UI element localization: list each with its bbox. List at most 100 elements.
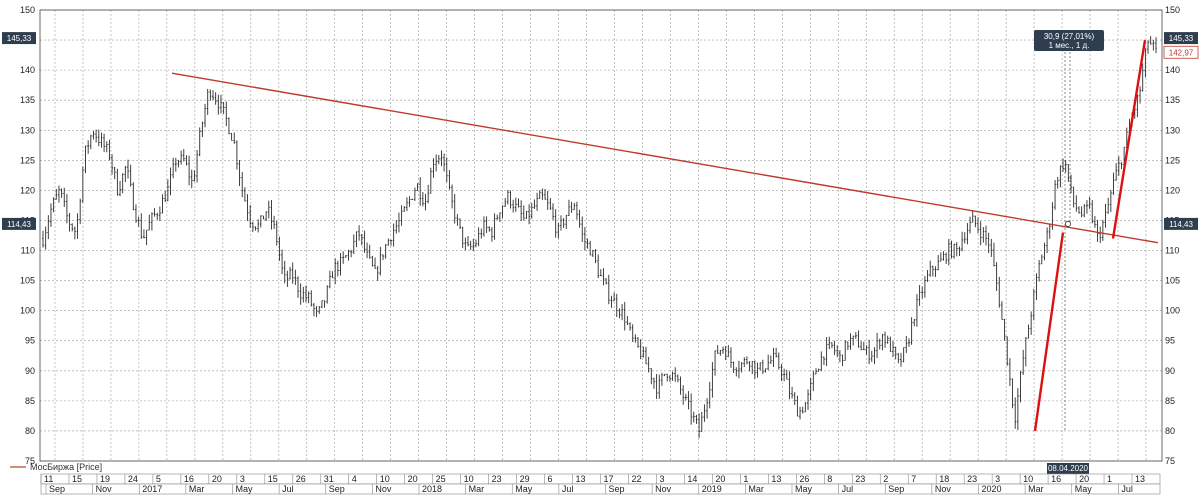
x-month-tick-label: Mar	[469, 484, 485, 494]
x-day-tick-label: 23	[855, 474, 865, 484]
y-tick-label-left: 95	[25, 336, 35, 346]
x-month-tick-label: Nov	[375, 484, 392, 494]
x-month-tick-label: Jul	[842, 484, 854, 494]
x-day-tick-label: 10	[464, 474, 474, 484]
x-month-tick-label: May	[795, 484, 813, 494]
y-tick-label-right: 140	[1165, 65, 1180, 75]
x-day-tick-label: 20	[408, 474, 418, 484]
x-day-tick-label: 13	[576, 474, 586, 484]
y-tick-label-left: 100	[20, 306, 35, 316]
measure-tooltip-box	[1034, 30, 1104, 51]
trend-line-resistance	[171, 72, 1159, 244]
y-tick-label-left: 125	[20, 155, 35, 165]
x-month-tick-label: Jul	[1121, 484, 1133, 494]
x-day-tick-label: 7	[911, 474, 916, 484]
price-tag-right-last-box	[1164, 32, 1198, 45]
x-day-tick-label: 19	[100, 474, 110, 484]
price-tag-right-level: 114,43	[1169, 220, 1193, 229]
x-day-tick-label: 26	[799, 474, 809, 484]
x-month-tick-label: Sep	[888, 484, 904, 494]
x-month-tick-label: Nov	[935, 484, 952, 494]
x-day-tick-label: 18	[939, 474, 949, 484]
x-month-tick-label: Nov	[655, 484, 672, 494]
y-tick-label-left: 90	[25, 366, 35, 376]
y-tick-label-right: 125	[1165, 155, 1180, 165]
date-tag: 08.04.2020	[1048, 464, 1089, 473]
y-tick-label-right: 90	[1165, 366, 1175, 376]
y-tick-label-right: 80	[1165, 426, 1175, 436]
x-day-tick-label: 16	[184, 474, 194, 484]
x-day-tick-label: 13	[771, 474, 781, 484]
x-day-tick-label: 23	[967, 474, 977, 484]
y-tick-label-right: 135	[1165, 95, 1180, 105]
x-day-tick-label: 13	[1135, 474, 1145, 484]
annotations: 30,9 (27,01%)1 мес., 1 д. 145,33 114,43 145…	[2, 30, 1199, 474]
x-month-tick-label: Jul	[562, 484, 574, 494]
y-tick-label-left: 80	[25, 426, 35, 436]
x-month-tick-label: Jul	[282, 484, 294, 494]
price-tag-left-last: 145,33	[7, 34, 32, 43]
x-day-tick-label: 24	[128, 474, 138, 484]
price-series	[42, 36, 1157, 438]
plot-frame	[39, 9, 1163, 462]
x-day-tick-label: 11	[44, 474, 53, 484]
x-day-tick-label: 8	[827, 474, 832, 484]
x-day-tick-label: 20	[212, 474, 222, 484]
x-day-tick-label: 15	[72, 474, 82, 484]
x-month-tick-label: Mar	[1028, 484, 1044, 494]
x-month-tick-label: Mar	[748, 484, 764, 494]
x-day-tick-label: 25	[436, 474, 446, 484]
legend: МосБиржа [Price]	[10, 462, 102, 472]
measure-point	[1065, 220, 1072, 227]
legend-label: МосБиржа [Price]	[30, 462, 102, 472]
x-day-tick-label: 20	[1079, 474, 1089, 484]
y-tick-label-left: 85	[25, 396, 35, 406]
x-day-tick-label: 4	[352, 474, 357, 484]
x-month-tick-label: 2017	[142, 484, 162, 494]
x-month-tick-label: Sep	[609, 484, 625, 494]
price-tag-right-current: 142,97	[1169, 48, 1194, 57]
y-tick-label-right: 75	[1165, 456, 1175, 466]
x-month-tick-label: May	[515, 484, 533, 494]
price-tag-left-last-box	[2, 32, 36, 45]
y-tick-label-left: 140	[20, 65, 35, 75]
x-day-tick-label: 23	[492, 474, 502, 484]
x-day-tick-label: 10	[380, 474, 390, 484]
y-tick-label-right: 100	[1165, 306, 1180, 316]
x-day-tick-label: 17	[604, 474, 614, 484]
trend-line-rise-2	[1111, 39, 1147, 239]
x-day-tick-label: 1	[1107, 474, 1112, 484]
chart-grid	[39, 9, 1163, 462]
x-axis: 11 15 19 24 5 16 20 3 15 26 31 4 10 20 25 10 23 29 6 13 17 22…	[40, 473, 1161, 495]
x-day-tick-label: 6	[548, 474, 553, 484]
x-day-tick-label: 3	[659, 474, 664, 484]
x-month-tick-label: Nov	[96, 484, 113, 494]
price-tag-left-level-box	[2, 217, 36, 230]
y-tick-label-right: 120	[1165, 185, 1180, 195]
y-tick-label-left: 110	[21, 246, 35, 256]
x-month-tick-label: Sep	[329, 484, 345, 494]
measure-tooltip-line1: 30,9 (27,01%)	[1044, 32, 1095, 41]
y-tick-label-right: 130	[1165, 125, 1180, 135]
y-tick-label-right: 85	[1165, 396, 1175, 406]
x-day-tick-label: 16	[1051, 474, 1061, 484]
trend-line-rise-1	[1033, 232, 1065, 432]
x-month-tick-label: 2018	[422, 484, 442, 494]
y-tick-label-right: 150	[1165, 5, 1180, 15]
price-tag-left-level: 114,43	[7, 220, 31, 229]
trend-lines	[171, 39, 1159, 432]
price-tag-right-last: 145,33	[1169, 34, 1194, 43]
x-month-tick-label: 2019	[702, 484, 722, 494]
x-day-tick-label: 15	[268, 474, 278, 484]
x-month-tick-label: May	[1075, 484, 1093, 494]
x-day-tick-label: 1	[743, 474, 748, 484]
x-day-tick-label: 20	[715, 474, 725, 484]
y-tick-label-left: 120	[20, 185, 35, 195]
x-month-tick-label: Mar	[189, 484, 205, 494]
x-month-tick-label: Sep	[49, 484, 65, 494]
measure-tooltip-line2: 1 мес., 1 д.	[1049, 41, 1090, 50]
x-day-tick-label: 5	[156, 474, 161, 484]
y-tick-label-left: 105	[20, 276, 35, 286]
